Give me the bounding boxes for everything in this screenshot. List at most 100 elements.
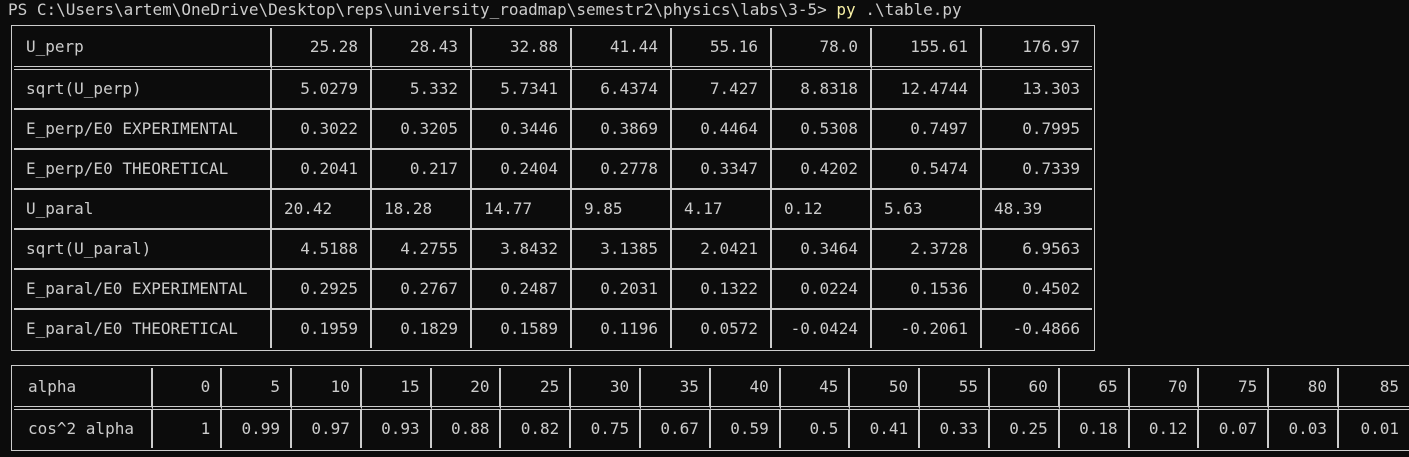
table-cell: 4.2755 (372, 230, 472, 270)
table-cell: 0.2487 (472, 270, 572, 310)
table-cell: 40 (710, 368, 781, 410)
table-cell: 20 (431, 368, 502, 410)
table-cell: 28.43 (372, 28, 472, 70)
table-cell: 75 (1199, 368, 1270, 410)
table-cell: 0.99 (222, 410, 293, 448)
table-cell: 0.88 (432, 410, 502, 448)
table-cell: 0.1829 (372, 310, 472, 348)
row-label: E_paral/E0 THEORETICAL (14, 310, 272, 348)
row-label: U_paral (14, 190, 272, 230)
table-cell: 14.77 (472, 190, 572, 230)
table-row: E_perp/E0 EXPERIMENTAL 0.3022 0.3205 0.3446… (14, 110, 1092, 150)
table-cell: 1 (153, 410, 223, 448)
table-cell: 13.303 (982, 70, 1092, 110)
table-cell: 0.4502 (982, 270, 1092, 310)
table-cell: 0.12 (1130, 410, 1200, 448)
table-cell: 80 (1269, 368, 1340, 410)
table-cell: 20.42 (272, 190, 372, 230)
table-row: E_paral/E0 THEORETICAL 0.1959 0.1829 0.1589… (14, 310, 1092, 348)
table-cell: 5.63 (872, 190, 982, 230)
table-cell: 41.44 (572, 28, 672, 70)
table-row: U_perp 25.28 28.43 32.88 41.44 55.16 78.0 155.6… (14, 28, 1092, 70)
table-cell: 0.93 (362, 410, 432, 448)
table-cell: 155.61 (872, 28, 982, 70)
row-label: E_perp/E0 THEORETICAL (14, 150, 272, 190)
table-cell: 176.97 (982, 28, 1092, 70)
table-cell: 9.85 (572, 190, 672, 230)
prompt-path: PS C:\Users\artem\OneDrive\Desktop\reps\… (8, 0, 837, 19)
table-row: sqrt(U_perp) 5.0279 5.332 5.7341 6.4374 7.427… (14, 70, 1092, 110)
table-cell: 6.4374 (572, 70, 672, 110)
table-cell: 0.5 (781, 410, 851, 448)
table-cell: 55 (920, 368, 990, 410)
table-cell: 78.0 (772, 28, 872, 70)
row-label: E_perp/E0 EXPERIMENTAL (14, 110, 272, 150)
table-cell: 0.03 (1269, 410, 1340, 448)
table-cell: 0.97 (292, 410, 362, 448)
table-row: sqrt(U_paral) 4.5188 4.2755 3.8432 3.1385 2.0… (14, 230, 1092, 270)
table-cell: 0.01 (1360, 419, 1399, 438)
table-cell: -0.4866 (1012, 319, 1080, 338)
table-cell: 0.41 (850, 410, 921, 448)
table-cell: 7.427 (672, 70, 772, 110)
field-table: U_perp 25.28 28.43 32.88 41.44 55.16 78.0 155.6… (11, 25, 1095, 351)
table-cell: 0.2404 (472, 150, 572, 190)
table-cell: 30 (571, 368, 642, 410)
command-name: py (836, 0, 856, 19)
table-cell: 0.217 (372, 150, 472, 190)
table-cell: 0.75 (571, 410, 642, 448)
table-cell: 2.3728 (872, 230, 982, 270)
table-row: cos^2 alpha 1 0.99 0.97 0.93 0.88 0.82 0.75 0.67… (14, 410, 1409, 448)
table-cell: 0.33 (920, 410, 990, 448)
table-cell: 0.3205 (372, 110, 472, 150)
table-cell: -0.0424 (772, 310, 872, 348)
row-label: U_perp (14, 28, 272, 70)
table-row: E_paral/E0 EXPERIMENTAL 0.2925 0.2767 0.248… (14, 270, 1092, 310)
table-row: U_paral 20.42 18.28 14.77 9.85 4.17 0.12 5.63 48… (14, 190, 1092, 230)
table-cell: 0.0224 (772, 270, 872, 310)
table-row: alpha 0 5 10 15 20 25 30 35 40 45 50 55 60 65 70 75 80 85 (14, 368, 1409, 410)
table-cell: 25.28 (272, 28, 372, 70)
table-cell: 8.8318 (772, 70, 872, 110)
table-cell: 0.7995 (982, 110, 1092, 150)
table-cell: 0.2031 (572, 270, 672, 310)
table-cell: 5.0279 (272, 70, 372, 110)
table-cell: 5.332 (372, 70, 472, 110)
table-cell: 0.2778 (572, 150, 672, 190)
table-cell: 12.4744 (872, 70, 982, 110)
table-cell: 25 (501, 368, 572, 410)
table-cell: 0.59 (711, 410, 781, 448)
table-cell: 0.4464 (672, 110, 772, 150)
table-cell: 50 (850, 368, 921, 410)
table-cell: 0 (152, 368, 223, 410)
table-cell: 0.4202 (772, 150, 872, 190)
row-label: cos^2 alpha (14, 410, 153, 448)
table-cell: 0.1589 (472, 310, 572, 348)
terminal-prompt-line: PS C:\Users\artem\OneDrive\Desktop\reps\… (8, 0, 962, 20)
table-row: E_perp/E0 THEORETICAL 0.2041 0.217 0.2404 0.… (14, 150, 1092, 190)
table-cell: 0.5474 (872, 150, 982, 190)
table-cell: 0.67 (641, 410, 711, 448)
table-cell: 0.2041 (272, 150, 372, 190)
table-cell: 32.88 (472, 28, 572, 70)
table-cell: 0.07 (1199, 410, 1270, 448)
table-cell: 0.18 (1060, 410, 1130, 448)
table-cell: 0.12 (772, 190, 872, 230)
table-cell: 2.0421 (672, 230, 772, 270)
table-cell: 35 (641, 368, 711, 410)
table-cell: 70 (1129, 368, 1200, 410)
table-cell: 0.82 (501, 410, 572, 448)
table-cell: 0.3446 (472, 110, 572, 150)
table-cell: 10 (292, 368, 362, 410)
table-cell: 65 (1059, 368, 1130, 410)
table-cell: 0.1536 (872, 270, 982, 310)
row-label: E_paral/E0 EXPERIMENTAL (14, 270, 272, 310)
row-label: alpha (14, 368, 153, 410)
table-cell: 0.3022 (272, 110, 372, 150)
table-cell: 15 (361, 368, 432, 410)
table-cell: 0.7339 (982, 150, 1092, 190)
row-label: sqrt(U_perp) (14, 70, 272, 110)
row-label: sqrt(U_paral) (14, 230, 272, 270)
table-cell: 60 (989, 368, 1060, 410)
table-cell: 0.1322 (672, 270, 772, 310)
